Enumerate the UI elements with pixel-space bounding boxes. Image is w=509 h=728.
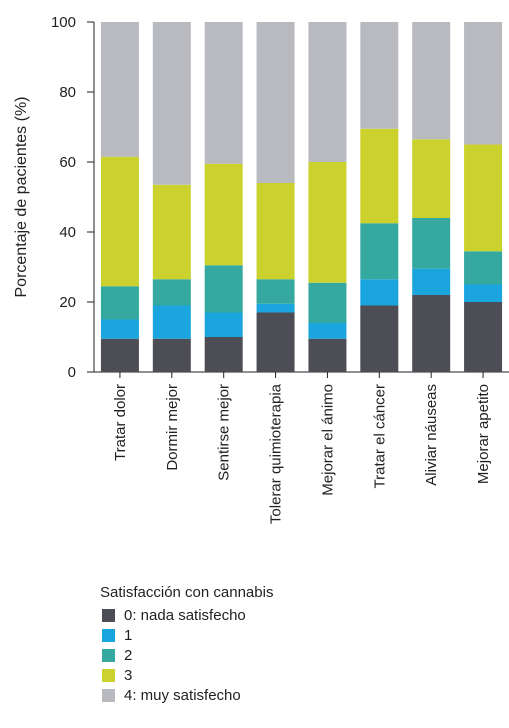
bar-segment: [204, 22, 243, 164]
bar-segment: [360, 128, 399, 224]
bar-segment: [100, 338, 139, 372]
legend-label: 3: [124, 666, 133, 684]
bar-segment: [256, 312, 295, 372]
legend: Satisfacción con cannabis 0: nada satisf…: [100, 584, 273, 705]
bar-segment: [360, 223, 399, 280]
bar-segment: [464, 144, 503, 252]
bar-segment: [256, 22, 295, 183]
legend-swatch: [102, 688, 115, 702]
x-tick-label: Aliviar náuseas: [423, 384, 440, 486]
bar-segment: [152, 279, 191, 306]
bar-segment: [152, 184, 191, 280]
legend-title: Satisfacción con cannabis: [100, 584, 274, 601]
bar-segment: [308, 282, 347, 323]
bar-segment: [152, 305, 191, 339]
legend-item: 0: nada satisfecho: [102, 605, 273, 625]
x-tick-label: Tolerar quimioterapia: [268, 383, 285, 524]
bar-segment: [360, 279, 399, 306]
bar-segment: [412, 295, 451, 372]
bars: [100, 22, 503, 378]
legend-label: 0: nada satisfecho: [124, 606, 246, 624]
x-tick-label: Mejorar el ánimo: [319, 384, 336, 496]
legend-label: 2: [124, 646, 133, 664]
legend-items: 0: nada satisfecho 1 2 3 4: muy satisfecho: [100, 605, 273, 705]
bar-segment: [204, 337, 243, 372]
x-tick-label: Tratar el cáncer: [371, 384, 388, 488]
y-tick-label: 40: [59, 224, 76, 241]
bar-segment: [152, 22, 191, 185]
legend-label: 4: muy satisfecho: [124, 686, 241, 704]
x-tick-label: Dormir mejor: [164, 384, 181, 471]
bar-segment: [412, 218, 451, 269]
bar-segment: [204, 265, 243, 313]
bar-segment: [464, 22, 503, 145]
legend-item: 1: [102, 625, 273, 645]
bar-segment: [100, 319, 139, 339]
bar-segment: [308, 162, 347, 283]
bar-segment: [308, 22, 347, 162]
bar-segment: [152, 338, 191, 372]
y-tick-label: 60: [59, 154, 76, 171]
bar-segment: [412, 22, 451, 140]
legend-item: 4: muy satisfecho: [102, 685, 273, 705]
y-axis-label: Porcentaje de pacientes (%): [13, 97, 30, 298]
legend-swatch: [102, 668, 115, 682]
bar-segment: [100, 286, 139, 320]
bar-segment: [464, 284, 503, 302]
bar-segment: [412, 139, 451, 218]
x-tick-label: Sentirse mejor: [216, 384, 233, 481]
y-tick-label: 20: [59, 294, 76, 311]
x-tick-label: Mejorar apetito: [475, 384, 492, 484]
legend-swatch: [102, 608, 115, 622]
bar-segment: [308, 323, 347, 339]
y-tick-label: 80: [59, 84, 76, 101]
bar-segment: [256, 183, 295, 280]
bar-segment: [256, 303, 295, 313]
bar-segment: [100, 156, 139, 287]
bar-segment: [360, 305, 399, 372]
legend-item: 3: [102, 665, 273, 685]
bar-segment: [204, 163, 243, 266]
bar-segment: [308, 338, 347, 372]
bar-segment: [360, 22, 399, 129]
legend-label: 1: [124, 626, 133, 644]
legend-item: 2: [102, 645, 273, 665]
legend-swatch: [102, 648, 115, 662]
y-tick-label: 0: [68, 364, 76, 381]
bar-segment: [256, 279, 295, 304]
x-tick-labels: Tratar dolor Dormir mejor Sentirse mejor To…: [112, 383, 492, 524]
y-tick-label: 100: [51, 14, 76, 31]
bar-segment: [204, 312, 243, 337]
legend-swatch: [102, 628, 115, 642]
stacked-bar-chart: 0 20 40 60 80 100 Tratar dolor Dormir mejor Sen…: [13, 14, 509, 524]
bar-segment: [412, 268, 451, 295]
bar-segment: [464, 302, 503, 372]
bar-segment: [464, 251, 503, 285]
bar-segment: [100, 22, 139, 157]
x-tick-label: Tratar dolor: [112, 384, 129, 461]
